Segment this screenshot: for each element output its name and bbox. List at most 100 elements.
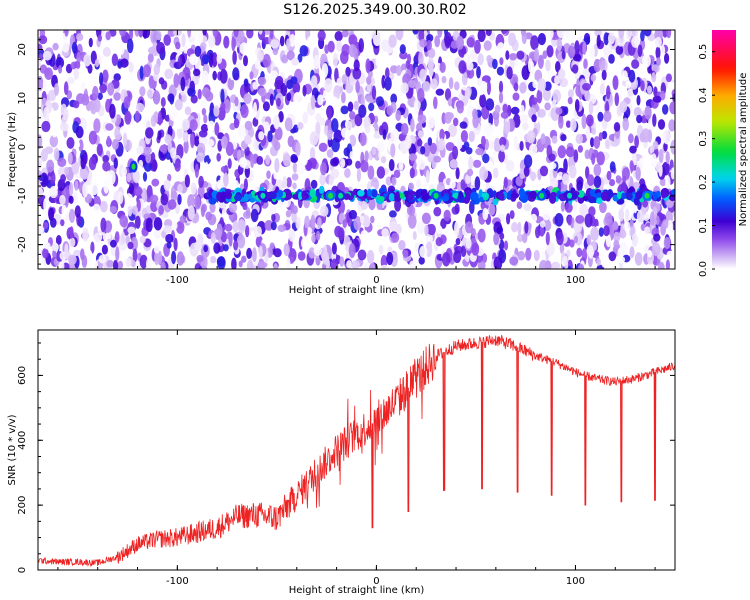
heatmap-cell — [129, 30, 134, 40]
heatmap-cell — [515, 176, 523, 187]
heatmap-cell — [517, 250, 526, 261]
heatmap-cell — [158, 77, 165, 85]
heatmap-cell — [302, 111, 309, 124]
heatmap-cell — [160, 193, 169, 206]
heatmap-cell — [49, 185, 58, 199]
heatmap-cell — [60, 219, 65, 227]
heatmap-cell — [659, 178, 667, 187]
heatmap-cell — [661, 191, 667, 199]
heatmap-cell — [170, 190, 178, 202]
heatmap-cell — [238, 124, 246, 138]
heatmap-cell — [409, 191, 414, 201]
heatmap-cell — [439, 61, 446, 73]
heatmap-cell — [292, 82, 301, 94]
heatmap-cell — [628, 133, 634, 144]
heatmap-cell — [128, 182, 134, 195]
heatmap-cell — [113, 259, 119, 269]
heatmap-cell — [544, 81, 552, 91]
heatmap-cell — [50, 171, 56, 185]
heatmap-cell — [157, 130, 162, 141]
heatmap-cell — [73, 61, 81, 70]
heatmap-cell — [309, 131, 319, 146]
heatmap-cell — [598, 227, 604, 237]
heatmap-cell — [296, 163, 305, 175]
heatmap-cell — [625, 208, 630, 223]
heatmap-cell — [609, 161, 616, 173]
heatmap-cell — [653, 192, 658, 201]
heatmap-cell — [399, 44, 406, 55]
heatmap-cell — [366, 81, 372, 94]
heatmap-cell — [298, 191, 303, 201]
heatmap-cell — [99, 83, 107, 94]
heatmap-cell — [548, 153, 556, 162]
heatmap-cell — [302, 85, 307, 97]
heatmap-cell — [176, 251, 185, 266]
heatmap-cell — [139, 86, 146, 97]
heatmap-cell — [216, 53, 223, 64]
heatmap-cell — [267, 130, 273, 143]
heatmap-cell — [258, 87, 267, 97]
heatmap-cell — [402, 249, 409, 259]
heatmap-cell — [492, 167, 499, 179]
heatmap-cell — [493, 137, 501, 153]
heatmap-cell — [231, 36, 236, 52]
heatmap-cell — [606, 170, 612, 181]
heatmap-cell — [204, 161, 209, 176]
heatmap-cell — [130, 80, 137, 92]
heatmap-cell — [134, 215, 141, 229]
heatmap-cell — [394, 194, 400, 202]
heatmap-cell — [290, 154, 298, 163]
heatmap-cell — [637, 44, 643, 57]
heatmap-cell — [105, 31, 111, 41]
heatmap-cell — [94, 59, 100, 68]
heatmap-cell — [434, 35, 441, 48]
heatmap-cell — [529, 190, 537, 199]
heatmap-cell — [416, 221, 426, 235]
heatmap-cell — [622, 167, 630, 181]
heatmap-cell — [664, 53, 670, 64]
heatmap-cell — [556, 30, 566, 39]
heatmap-cell — [519, 114, 529, 124]
heatmap-cell — [286, 38, 291, 50]
heatmap-cell — [472, 108, 478, 120]
heatmap-cell — [662, 129, 671, 145]
heatmap-cell — [551, 261, 560, 269]
heatmap-cell — [421, 212, 431, 224]
heatmap-cell — [500, 111, 509, 119]
heatmap-cell — [177, 55, 182, 68]
heatmap-cell — [407, 214, 417, 229]
heatmap-cell — [332, 52, 339, 68]
heatmap-cell — [127, 241, 134, 250]
heatmap-cell — [340, 158, 346, 169]
heatmap-cells — [38, 30, 675, 269]
heatmap-cell — [456, 103, 464, 114]
heatmap-cell — [139, 254, 148, 269]
heatmap-cell — [67, 77, 75, 85]
heatmap-cell — [275, 75, 284, 87]
heatmap-cell — [55, 56, 65, 69]
heatmap-cell — [187, 205, 195, 221]
heatmap-cell — [264, 30, 271, 35]
heatmap-cell — [511, 222, 518, 233]
heatmap-cell — [109, 103, 116, 119]
heatmap-cell — [613, 240, 620, 249]
heatmap-cell — [123, 96, 131, 109]
heatmap-cell — [258, 131, 265, 141]
heatmap-cell — [647, 249, 652, 258]
heatmap-cell — [398, 160, 404, 171]
heatmap-cell — [481, 192, 489, 198]
heatmap-cell — [50, 217, 57, 228]
heatmap-cell — [614, 92, 620, 107]
heatmap-cell — [110, 239, 117, 248]
heatmap-cell — [482, 153, 490, 164]
heatmap-cell — [388, 159, 395, 171]
heatmap-cell — [181, 94, 187, 103]
heatmap-cell — [103, 179, 109, 194]
heatmap-cell — [269, 93, 274, 106]
heatmap-cell — [274, 126, 283, 141]
heatmap-cell — [545, 231, 550, 246]
heatmap-cell — [260, 192, 266, 199]
colorbar-label: Normalized spectral amplitude — [738, 73, 749, 227]
heatmap-cell — [531, 97, 538, 105]
heatmap-cell — [651, 72, 657, 83]
